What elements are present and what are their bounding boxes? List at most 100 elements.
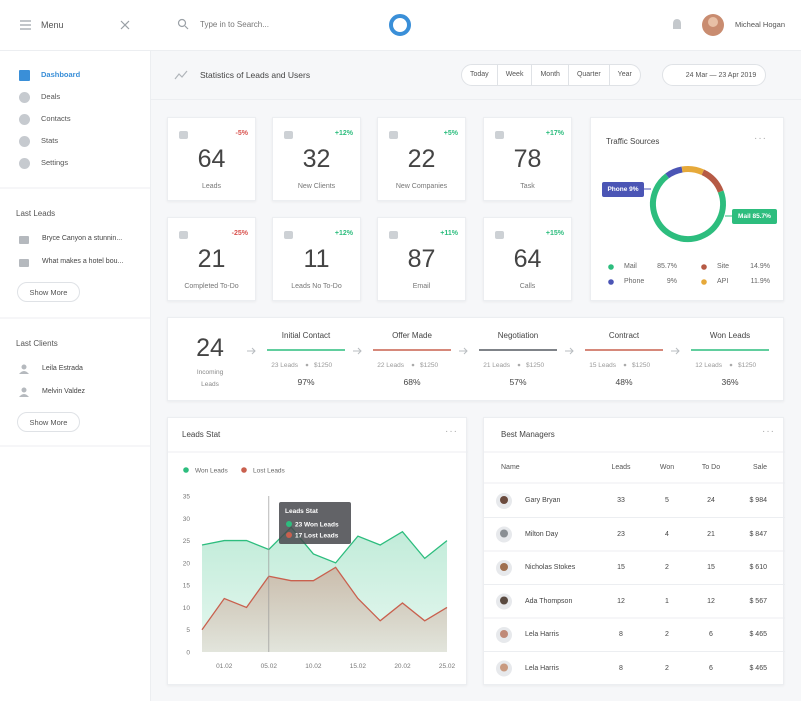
funnel-card: 24 Incoming Leads Initial Contact 23 Leads $… (167, 317, 784, 401)
stat-label: New Companies (395, 183, 448, 190)
show-more-button[interactable]: Show More (17, 412, 80, 432)
legend-label: API (717, 278, 729, 285)
lead-icon (19, 259, 29, 267)
stat-value: 22 (407, 145, 436, 173)
nav-item[interactable]: Contacts (41, 114, 71, 123)
card-title: Traffic Sources (606, 137, 660, 146)
area-fill (202, 567, 447, 652)
date-range: 24 Mar — 23 Apr 2019 (685, 72, 757, 79)
stat-label: Task (520, 183, 535, 190)
x-tick-label: 10.02 (305, 663, 322, 670)
show-more-button[interactable]: Show More (17, 282, 80, 302)
nav-item[interactable]: Settings (41, 158, 69, 167)
legend-label: Lost Leads (253, 468, 286, 475)
manager-name: Gary Bryan (525, 497, 561, 504)
nav-icon (19, 92, 30, 103)
stat-value: 64 (513, 245, 542, 273)
search-icon (177, 18, 187, 28)
client-icon (21, 387, 27, 393)
period-button[interactable]: Month (531, 65, 567, 85)
table-cell: 8 (619, 631, 623, 638)
stat-label: Calls (519, 283, 536, 290)
stat-change: +17% (545, 130, 564, 137)
period-button[interactable]: Week (496, 65, 532, 85)
stat-value: 11 (303, 245, 330, 273)
donut-callout: Mail 85.7% (732, 209, 777, 224)
stat-icon (495, 131, 504, 139)
header (150, 0, 801, 51)
arrow-icon (459, 347, 468, 355)
stage-leads: 12 Leads (695, 362, 722, 369)
lead-icon (19, 236, 29, 244)
y-tick-label: 30 (183, 516, 191, 523)
stat-icon (389, 131, 398, 139)
sidebar-icons (0, 70, 150, 447)
y-tick-label: 0 (186, 650, 190, 657)
stat-label: Leads No To-Do (291, 283, 342, 290)
stat-change: +15% (545, 230, 564, 237)
column-header: Won (659, 464, 675, 471)
table-cell: 4 (665, 530, 669, 538)
stat-icon (284, 131, 293, 139)
stat-icon (389, 231, 398, 239)
y-tick-label: 10 (183, 605, 191, 612)
table-cell: $ 465 (749, 631, 767, 638)
section-title: Last Leads (16, 209, 56, 218)
separator-dot (411, 363, 415, 367)
nav-item[interactable]: Stats (41, 136, 59, 145)
table-cell: 12 (707, 597, 715, 605)
y-tick-label: 20 (183, 560, 191, 567)
stat-change: -25% (231, 230, 248, 237)
manager-name: Nicholas Stokes (525, 564, 576, 571)
stage-name: Offer Made (392, 331, 432, 340)
divider (150, 99, 801, 100)
stat-card: -25% 21 Completed To-Do (167, 217, 256, 301)
list-item[interactable]: Melvin Valdez (42, 388, 86, 395)
date-button[interactable]: 24 Mar — 23 Apr 2019 (662, 64, 766, 86)
x-tick-label: 20.02 (394, 663, 411, 670)
table-cell: $ 847 (749, 530, 767, 538)
period-button[interactable]: Today (470, 71, 489, 78)
stage-leads: 23 Leads (271, 362, 298, 369)
table-cell: 6 (709, 664, 713, 672)
y-tick-label: 15 (183, 583, 191, 590)
search-input[interactable]: Type in to Search... (200, 20, 269, 29)
separator-dot (305, 363, 309, 367)
stat-card: +11% 87 Email (377, 217, 466, 301)
separator-dot (623, 363, 627, 367)
stat-card: -5% 64 Leads (167, 117, 256, 201)
section-title: Last Clients (16, 339, 58, 348)
column-header: Name (501, 464, 520, 471)
nav-icon (19, 158, 30, 169)
list-item[interactable]: What makes a hotel bou... (42, 258, 124, 265)
card-title: Leads Stat (182, 430, 221, 439)
avatar (500, 496, 508, 504)
list-item[interactable]: Bryce Canyon a stunnin... (42, 235, 123, 242)
nav-item[interactable]: Deals (41, 92, 61, 101)
y-tick-label: 5 (186, 627, 190, 634)
stat-value: 21 (197, 245, 226, 273)
x-tick-label: 25.02 (439, 663, 456, 670)
stat-change: +12% (334, 230, 353, 237)
manager-name: Lela Harris (525, 664, 559, 672)
x-tick-label: 05.02 (261, 663, 278, 670)
list-item[interactable]: Leila Estrada (42, 365, 83, 372)
arrow-icon (353, 347, 362, 355)
table-cell: 8 (619, 664, 623, 672)
donut-chart (608, 166, 732, 285)
stage-name: Negotiation (497, 331, 539, 340)
legend-value: 9% (666, 278, 677, 285)
table-cell: $ 465 (749, 664, 767, 672)
incoming-label: Incoming Leads (196, 369, 224, 388)
user-name[interactable]: Micheal Hogan (735, 20, 786, 29)
client-icon (19, 394, 29, 397)
stage-amount: $1250 (314, 362, 333, 369)
separator-dot (729, 363, 733, 367)
stage-leads: 22 Leads (377, 362, 404, 369)
table-cell: 23 (617, 530, 625, 538)
table-cell: 24 (707, 497, 715, 504)
period-button[interactable]: Quarter (567, 65, 609, 85)
stat-icon (284, 231, 293, 239)
nav-item[interactable]: Dashboard (41, 70, 81, 79)
period-button[interactable]: Year (608, 65, 640, 85)
